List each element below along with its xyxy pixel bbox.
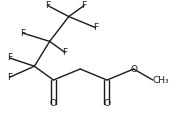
Text: O: O bbox=[104, 99, 110, 108]
Text: CH₃: CH₃ bbox=[153, 75, 169, 85]
Text: F: F bbox=[7, 53, 12, 63]
Text: F: F bbox=[20, 29, 25, 38]
Text: O: O bbox=[130, 64, 137, 74]
Text: F: F bbox=[45, 1, 50, 10]
Text: F: F bbox=[82, 1, 87, 10]
Text: F: F bbox=[62, 48, 67, 57]
Text: F: F bbox=[7, 73, 12, 82]
Text: F: F bbox=[93, 23, 98, 32]
Text: O: O bbox=[50, 99, 57, 108]
